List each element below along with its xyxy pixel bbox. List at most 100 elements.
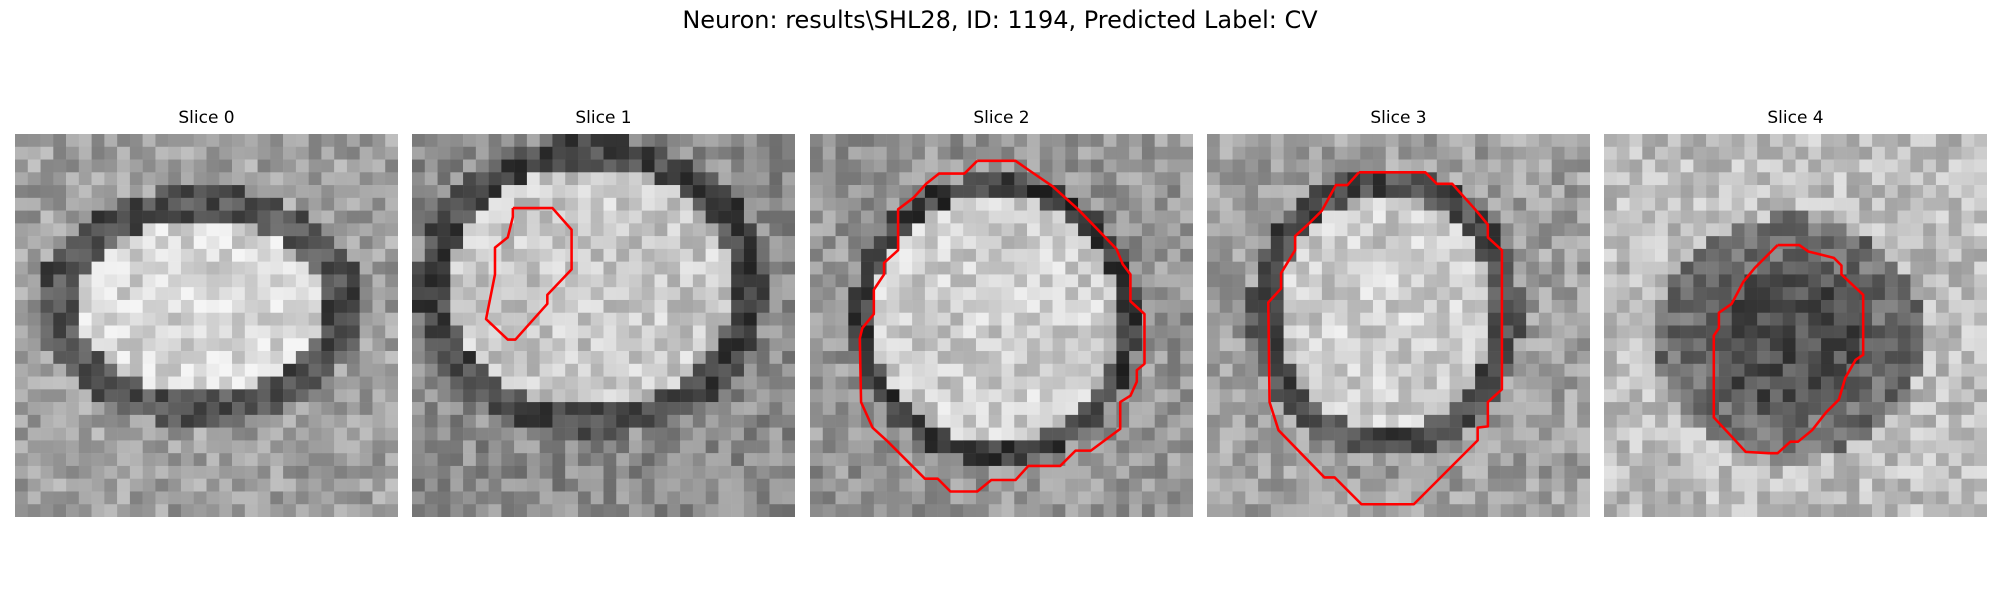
image-pixel [1385,274,1399,288]
image-pixel [1629,197,1643,211]
image-pixel [1424,325,1438,339]
image-pixel [1180,312,1193,326]
image-pixel [1207,146,1221,160]
image-pixel [206,351,220,365]
image-pixel [1974,465,1987,479]
image-pixel [1167,223,1181,237]
image-pixel [822,210,836,224]
image-pixel [1680,146,1694,160]
image-pixel [1808,478,1822,492]
image-pixel [1424,134,1438,148]
image-pixel [861,197,875,211]
image-pixel [1961,351,1975,365]
image-pixel [1974,402,1987,416]
image-pixel [219,172,233,186]
image-pixel [731,134,745,148]
image-pixel [861,465,875,479]
image-pixel [334,146,348,160]
image-pixel [1897,172,1911,186]
image-pixel [1296,134,1310,148]
image-pixel [1782,210,1796,224]
image-pixel [450,287,464,301]
image-pixel [232,134,246,148]
image-pixel [346,261,360,275]
image-pixel [1475,236,1489,250]
image-pixel [1706,146,1720,160]
image-pixel [1167,210,1181,224]
image-pixel [1347,389,1361,403]
image-pixel [1449,146,1463,160]
image-pixel [1731,504,1745,517]
slice-image-1 [412,134,795,517]
image-pixel [308,146,322,160]
image-pixel [1372,478,1386,492]
image-pixel [1487,363,1501,377]
image-pixel [1769,478,1783,492]
image-pixel [1449,223,1463,237]
image-pixel [334,172,348,186]
image-pixel [1923,134,1937,148]
image-pixel [1232,338,1246,352]
image-pixel [680,172,694,186]
image-pixel [1961,223,1975,237]
image-pixel [1039,134,1053,148]
image-pixel [539,223,553,237]
image-pixel [1667,146,1681,160]
image-pixel [15,351,29,365]
image-pixel [1948,478,1962,492]
image-pixel [1718,223,1732,237]
image-pixel [1564,134,1578,148]
image-pixel [1154,504,1168,517]
image-pixel [193,287,207,301]
image-pixel [321,312,335,326]
image-pixel [1859,491,1873,505]
image-pixel [1232,453,1246,467]
image-pixel [1846,338,1860,352]
image-pixel [1564,274,1578,288]
image-pixel [1449,287,1463,301]
image-pixel [475,376,489,390]
image-pixel [321,351,335,365]
image-pixel [1065,287,1079,301]
image-pixel [1884,491,1898,505]
image-pixel [168,338,182,352]
image-pixel [705,261,719,275]
image-pixel [1283,478,1297,492]
image-pixel [1538,134,1552,148]
image-pixel [577,325,591,339]
image-pixel [1655,376,1669,390]
image-pixel [616,159,630,173]
image-pixel [1090,338,1104,352]
image-pixel [526,465,540,479]
image-pixel [463,261,477,275]
image-pixel [1872,312,1886,326]
image-pixel [40,159,54,173]
image-pixel [1757,236,1771,250]
image-pixel [1897,223,1911,237]
image-pixel [1180,363,1193,377]
image-pixel [1258,185,1272,199]
image-pixel [1129,210,1143,224]
image-pixel [1219,478,1233,492]
image-pixel [1757,197,1771,211]
image-pixel [66,185,80,199]
image-pixel [1564,351,1578,365]
image-pixel [1321,172,1335,186]
image-pixel [180,402,194,416]
image-pixel [1424,376,1438,390]
image-pixel [1846,261,1860,275]
image-pixel [1116,363,1130,377]
image-pixel [1795,210,1809,224]
image-pixel [810,236,824,250]
image-pixel [1321,312,1335,326]
image-pixel [616,351,630,365]
image-pixel [1833,453,1847,467]
image-pixel [1487,159,1501,173]
image-pixel [27,159,41,173]
image-pixel [1872,351,1886,365]
image-pixel [372,453,386,467]
image-pixel [1449,236,1463,250]
image-pixel [514,146,528,160]
image-pixel [15,210,29,224]
image-pixel [1321,287,1335,301]
